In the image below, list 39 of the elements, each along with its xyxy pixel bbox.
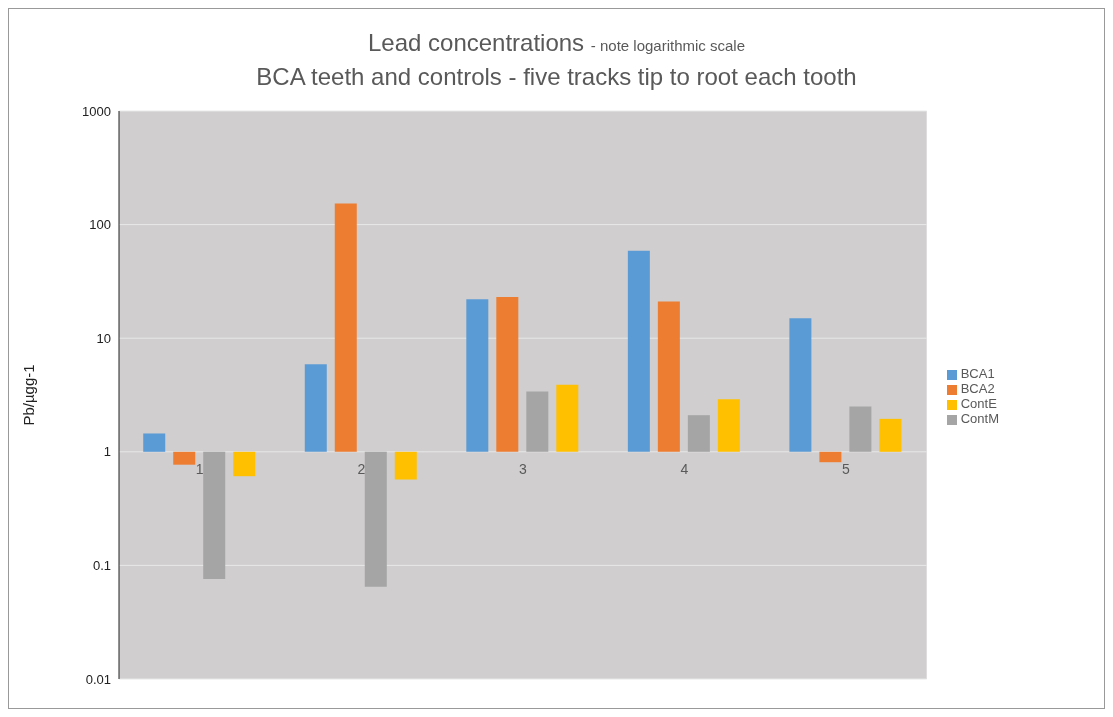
bar [334, 203, 357, 452]
legend-label: BCA2 [960, 381, 995, 396]
y-tick-label: 10 [96, 330, 111, 346]
x-tick-label: 5 [842, 460, 851, 477]
bar [687, 415, 710, 452]
bar [627, 250, 650, 452]
bar [173, 451, 196, 465]
legend-label: BCA1 [960, 366, 995, 381]
text: - note logarithmic scale [590, 37, 746, 54]
y-tick-label: 0.1 [92, 558, 111, 574]
bar [394, 451, 417, 480]
bar [364, 451, 387, 587]
bar [819, 451, 842, 463]
bar [466, 299, 489, 452]
bar [233, 451, 256, 477]
bar [556, 384, 579, 452]
x-tick-label: 2 [357, 460, 366, 477]
bar [849, 406, 872, 452]
y-tick-label: 100 [89, 217, 111, 233]
bar [143, 433, 166, 452]
bar [657, 301, 680, 452]
bar [203, 451, 226, 579]
chart-subtitle: BCA teeth and controls - five tracks tip to root each tooth [255, 63, 858, 91]
legend-label: ContM [960, 411, 999, 426]
bar [789, 318, 812, 452]
y-axis-title: Pb/µgg-1 [20, 364, 38, 426]
x-tick-label: 4 [680, 460, 689, 477]
chart-title: Lead concentrations [367, 29, 585, 56]
x-tick-label: 3 [518, 460, 527, 477]
bar [304, 364, 327, 452]
bar [496, 297, 519, 452]
legend-label: ContE [960, 396, 997, 411]
y-tick-label: 0.01 [85, 671, 111, 687]
y-tick-label: 1 [103, 444, 111, 460]
x-tick-label: 1 [195, 460, 204, 477]
y-tick-label: 1000 [82, 103, 111, 119]
bar [717, 399, 740, 452]
bar [879, 418, 902, 452]
bar [526, 391, 549, 452]
